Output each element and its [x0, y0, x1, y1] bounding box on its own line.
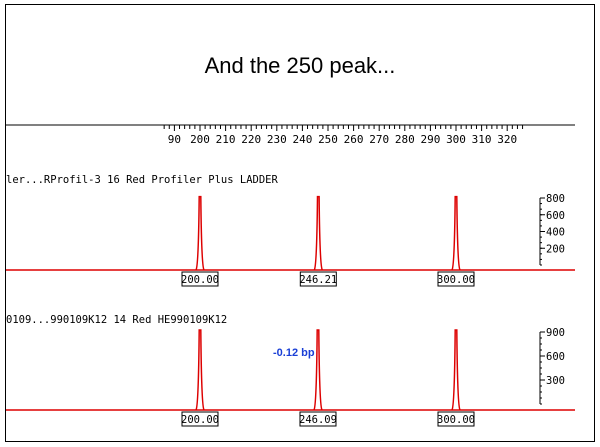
- y-tick-label: 300: [546, 375, 565, 387]
- y-tick-label: 400: [546, 227, 565, 239]
- y-axis: 800 600 400 200: [540, 193, 565, 265]
- x-tick-label: 260: [344, 133, 364, 146]
- y-tick-label: 200: [546, 243, 565, 255]
- x-tick-label: 90: [168, 133, 181, 146]
- x-tick-label: 250: [318, 133, 338, 146]
- y-axis: 900 600 300: [540, 327, 565, 404]
- y-tick-label: 900: [546, 327, 565, 339]
- peak-mark: [196, 330, 204, 410]
- peak-mark: [314, 330, 322, 410]
- peak-label: 200.00: [181, 274, 219, 286]
- peak-label: 300.00: [437, 414, 475, 426]
- x-tick-label: 270: [369, 133, 389, 146]
- peak-label: 246.21: [299, 274, 337, 286]
- panel-header: ler...RProfil-3 16 Red Profiler Plus LAD…: [6, 174, 279, 186]
- x-tick-label: 240: [292, 133, 312, 146]
- x-tick-label: 230: [267, 133, 287, 146]
- peak-mark: [196, 197, 204, 270]
- panels: ler...RProfil-3 16 Red Profiler Plus LAD…: [6, 174, 575, 426]
- y-tick-label: 600: [546, 210, 565, 222]
- y-tick-label: 800: [546, 193, 565, 205]
- y-tick-label: 600: [546, 351, 565, 363]
- x-tick-label: 220: [241, 133, 261, 146]
- x-tick-label: 320: [497, 133, 517, 146]
- trace-panel: ler...RProfil-3 16 Red Profiler Plus LAD…: [6, 174, 575, 286]
- x-tick-label: 300: [446, 133, 466, 146]
- peak-mark: [314, 197, 322, 270]
- peak-label: 300.00: [437, 274, 475, 286]
- trace-panel: 0109...990109K12 14 Red HE990109K12 200.0…: [6, 314, 575, 426]
- x-tick-label: 310: [472, 133, 492, 146]
- x-tick-label: 210: [216, 133, 236, 146]
- panel-header: 0109...990109K12 14 Red HE990109K12: [6, 314, 227, 326]
- peak-label: 246.09: [299, 414, 337, 426]
- x-axis: 90 200 210 220 230 240 250 260 270 280 290 300 310 32…: [6, 125, 575, 146]
- x-tick-label: 280: [395, 133, 415, 146]
- shift-annotation: -0.12 bp: [273, 347, 315, 359]
- peak-label: 200.00: [181, 414, 219, 426]
- peak-mark: [452, 197, 460, 270]
- x-tick-label: 200: [190, 133, 210, 146]
- peak-mark: [452, 330, 460, 410]
- x-tick-label: 290: [420, 133, 440, 146]
